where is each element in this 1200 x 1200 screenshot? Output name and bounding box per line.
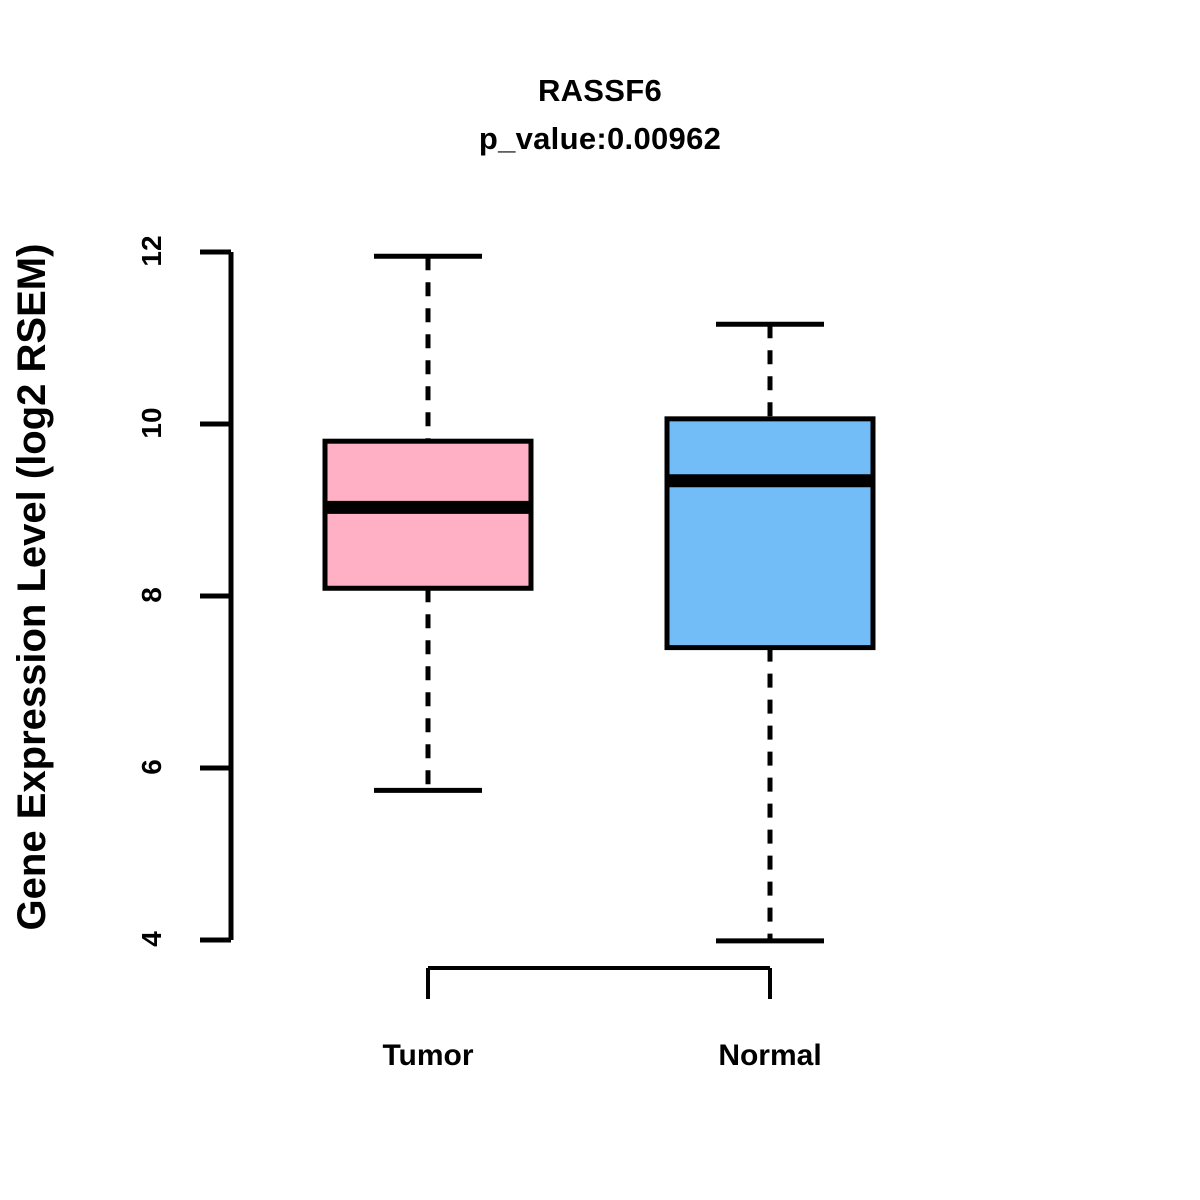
box-tumor <box>322 438 534 591</box>
y-axis <box>200 249 234 943</box>
box-normal <box>664 416 876 651</box>
y-tick-label: 4 <box>136 931 167 947</box>
y-tick-label: 10 <box>136 407 167 439</box>
page-title: RASSF6 <box>537 73 663 108</box>
x-axis-bracket <box>426 966 772 999</box>
y-tick-label: 12 <box>136 235 167 267</box>
chart-subtitle-pvalue: p_value:0.00962 <box>478 121 722 156</box>
y-tick-label: 8 <box>136 587 167 603</box>
box-layer <box>322 253 876 944</box>
y-tick-label: 6 <box>136 759 167 775</box>
x-tick-label-tumor: Tumor <box>382 1039 474 1072</box>
x-tick-label-normal: Normal <box>718 1039 822 1072</box>
